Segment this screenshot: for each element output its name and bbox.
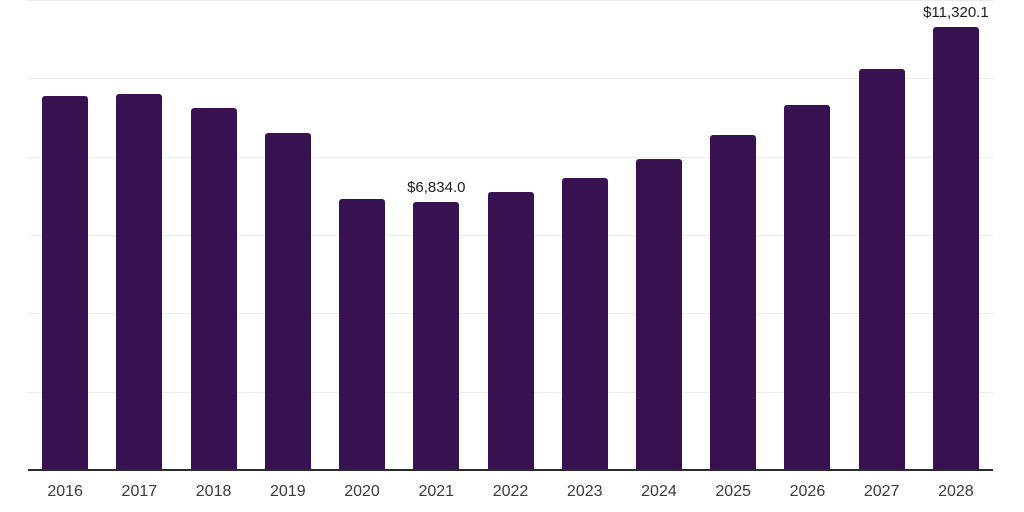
x-tick-label-2021: 2021 (418, 483, 455, 500)
bar-2019 (264, 133, 311, 470)
x-tick-label-2028: 2028 (938, 483, 974, 500)
gridline-8000 (28, 157, 993, 158)
bar-2017 (116, 94, 163, 470)
bar-2016 (42, 96, 89, 470)
x-tick-label-2017: 2017 (121, 483, 158, 500)
bar-2027 (858, 68, 905, 470)
value-label-2021: $6,834.0 (407, 179, 466, 197)
bar-2025 (710, 135, 757, 470)
bar-2023 (561, 178, 608, 470)
bar-2021 (413, 202, 460, 470)
gridline-10000 (28, 78, 993, 79)
value-label-2028: $11,320.1 (923, 3, 989, 21)
x-tick-label-2018: 2018 (195, 483, 232, 500)
x-tick-label-2022: 2022 (492, 483, 529, 500)
x-tick-label-2016: 2016 (47, 483, 83, 500)
x-tick-label-2027: 2027 (863, 483, 900, 500)
x-tick-label-2025: 2025 (715, 483, 751, 500)
x-axis-line (28, 469, 993, 471)
gridline-12000 (28, 0, 993, 1)
bar-2026 (784, 105, 831, 470)
bar-2018 (190, 108, 237, 470)
bar-2020 (339, 198, 386, 470)
bar-2022 (487, 192, 534, 470)
x-tick-label-2019: 2019 (270, 483, 306, 500)
plot-area: $6,834.0 $11,320.1 (28, 0, 993, 471)
x-tick-label-2023: 2023 (566, 483, 603, 500)
bar-2024 (635, 159, 682, 470)
x-tick-label-2026: 2026 (789, 483, 826, 500)
bar-2028 (932, 26, 979, 470)
x-tick-label-2024: 2024 (641, 483, 677, 500)
x-tick-label-2020: 2020 (344, 483, 380, 500)
